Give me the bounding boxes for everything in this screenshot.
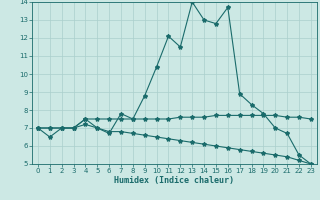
X-axis label: Humidex (Indice chaleur): Humidex (Indice chaleur) [115, 176, 234, 185]
